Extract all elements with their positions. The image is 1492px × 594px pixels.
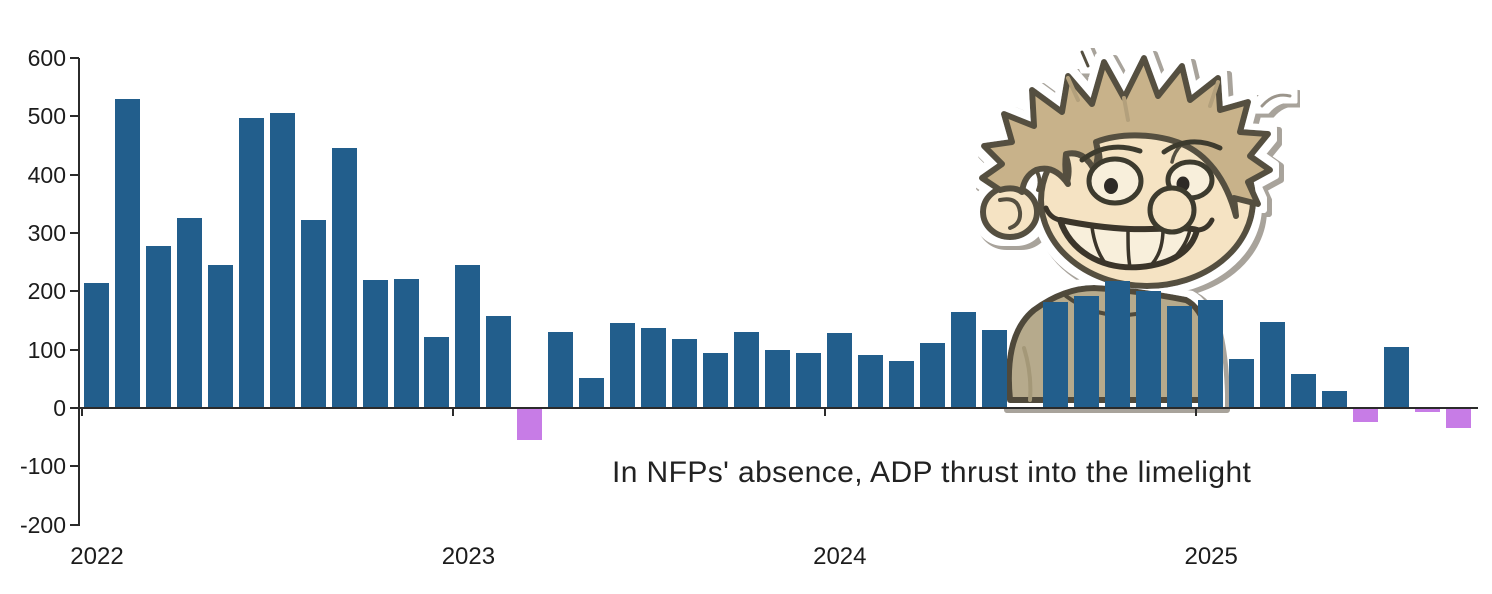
bar-2022-03 [145,245,171,408]
right-eyebrow [1161,139,1223,155]
bar-2025-01 [1198,300,1224,408]
bar-2022-11 [393,279,419,408]
y-tick-label-100: 100 [27,336,66,363]
left-pupil [1104,178,1118,194]
bar-2024-12 [1167,305,1193,408]
bar-2022-06 [238,118,264,408]
bar-2022-02 [114,98,140,408]
bar-2025-07 [1383,347,1409,408]
bar-2024-11 [1136,291,1162,408]
y-tick-0 [70,407,79,409]
bar-2022-09 [331,148,357,408]
y-tick-label--200: -200 [19,511,66,538]
y-tick-label-300: 300 [27,220,66,246]
x-tick-2025 [1195,409,1198,416]
bar-2025-08 [1414,409,1440,412]
y-tick-label-600: 600 [27,45,66,71]
y-tick-400 [70,173,79,176]
x-tick-label-2023: 2023 [441,543,496,570]
bar-2024-10 [1105,281,1131,408]
bar-2023-08 [672,339,698,408]
y-tick-label-500: 500 [27,103,66,130]
bar-2024-01 [826,333,852,408]
bar-2022-05 [207,264,233,408]
bar-2024-02 [857,354,883,408]
chart-caption: In NFPs' absence, ADP thrust into the li… [612,456,1252,489]
bar-2024-08 [1043,301,1069,408]
smiling-boy-cartoon [979,50,1292,403]
y-tick-label-0: 0 [53,395,66,421]
bar-2025-03 [1260,321,1286,408]
bar-2025-02 [1229,359,1255,408]
y-tick--100 [70,465,79,468]
bar-2024-03 [888,361,914,408]
bar-2024-09 [1074,296,1100,408]
bar-2023-04 [548,332,574,408]
bar-2023-07 [641,328,667,408]
x-tick-2023 [452,409,455,416]
bar-2023-05 [579,377,605,408]
bar-2024-06 [981,329,1007,408]
bar-2025-04 [1291,374,1317,408]
bar-2022-10 [362,280,388,408]
bar-2023-01 [455,265,481,408]
bar-2022-12 [424,336,450,408]
bar-2024-04 [919,342,945,408]
bar-2023-06 [610,322,636,408]
y-tick--200 [70,523,79,526]
bar-2025-06 [1352,409,1378,423]
bar-2024-05 [950,311,976,408]
stray-hair-curl [1260,93,1292,108]
bar-2023-12 [795,352,821,408]
bar-2022-01 [84,282,109,408]
y-tick-100 [70,348,79,351]
x-tick-label-2022: 2022 [70,543,124,570]
y-tick-500 [70,115,79,118]
y-tick-label--100: -100 [19,453,66,480]
y-tick-label-400: 400 [27,161,66,188]
bar-2022-04 [176,218,202,408]
bar-2023-09 [703,352,728,408]
x-tick-2024 [823,409,826,416]
y-tick-600 [70,57,79,59]
y-tick-300 [70,232,79,234]
bar-2023-02 [486,315,512,408]
nose [1147,185,1197,235]
bar-2025-05 [1322,391,1347,408]
y-tick-label-200: 200 [27,278,66,305]
x-tick-label-2024: 2024 [813,543,867,570]
bar-2023-11 [764,350,790,408]
left-eyebrow [1079,144,1143,163]
x-tick-2022 [81,409,83,416]
bar-2025-09 [1445,409,1471,428]
bar-2022-08 [300,219,326,408]
bar-2022-07 [269,113,295,408]
x-tick-label-2025: 2025 [1184,543,1238,570]
x-axis-line [78,407,1478,409]
bar-2023-03 [517,409,543,440]
y-tick-200 [70,290,79,293]
y-axis-line [78,58,80,526]
bar-2023-10 [733,332,759,408]
